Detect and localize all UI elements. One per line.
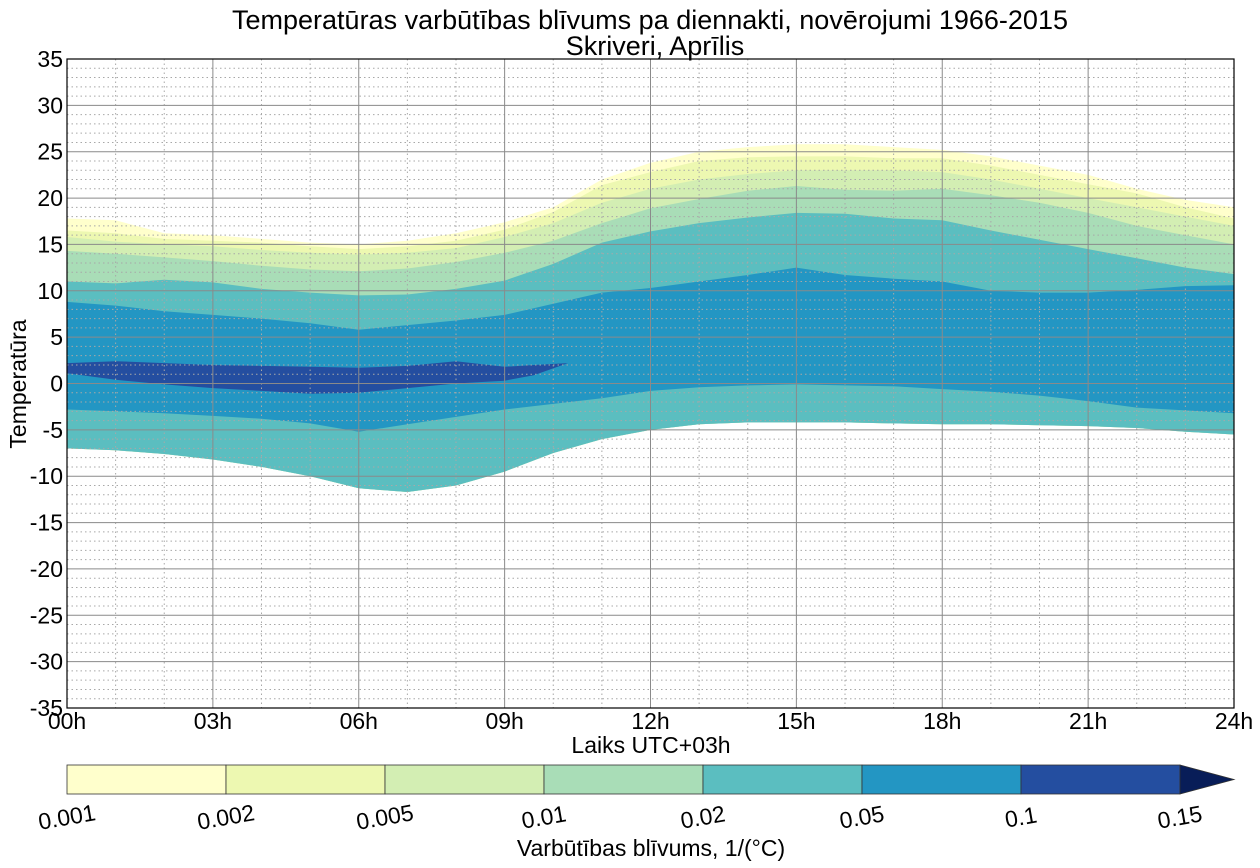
y-tick-label: -30 bbox=[30, 649, 63, 675]
chart-title: Temperatūras varbūtības blīvums pa dienn… bbox=[232, 5, 1068, 35]
colorbar-tick-label: 0.02 bbox=[679, 800, 728, 833]
y-tick-label: -35 bbox=[30, 695, 63, 721]
x-tick-label: 00h bbox=[48, 708, 86, 734]
y-tick-label: 25 bbox=[37, 139, 63, 165]
colorbar-tick-label: 0.01 bbox=[520, 800, 569, 833]
chart-subtitle: Skriveri, Aprīlis bbox=[566, 31, 745, 61]
x-tick-label: 18h bbox=[923, 708, 961, 734]
y-tick-label: 15 bbox=[37, 231, 63, 257]
y-tick-label: 20 bbox=[37, 185, 63, 211]
y-tick-label: 0 bbox=[50, 371, 63, 397]
y-tick-label: 35 bbox=[37, 46, 63, 72]
y-tick-label: -25 bbox=[30, 602, 63, 628]
plot-frame bbox=[66, 58, 1235, 709]
colorbar-tick-label: 0.05 bbox=[838, 800, 887, 833]
y-tick-label: -10 bbox=[30, 463, 63, 489]
colorbar-tick-label: 0.001 bbox=[36, 799, 97, 835]
y-tick-label: 5 bbox=[50, 324, 63, 350]
x-tick-label: 15h bbox=[777, 708, 815, 734]
x-tick-label: 09h bbox=[485, 708, 523, 734]
colorbar-extend-arrow bbox=[1179, 764, 1236, 795]
y-tick-label: 30 bbox=[37, 92, 63, 118]
colorbar-tick-label: 0.005 bbox=[354, 799, 415, 835]
colorbar-segment bbox=[1020, 764, 1181, 795]
y-tick-label: -15 bbox=[30, 510, 63, 536]
colorbar-segment bbox=[543, 764, 704, 795]
y-tick-label: 10 bbox=[37, 278, 63, 304]
x-tick-label: 12h bbox=[631, 708, 669, 734]
x-axis-label: Laiks UTC+03h bbox=[571, 732, 730, 758]
colorbar-tick-label: 0.1 bbox=[1003, 801, 1039, 832]
colorbar-segment bbox=[66, 764, 227, 795]
colorbar-label: Varbūtības blīvums, 1/(°C) bbox=[517, 835, 785, 861]
y-tick-label: -20 bbox=[30, 556, 63, 582]
colorbar-tick-label: 0.002 bbox=[195, 799, 256, 835]
y-tick-label: -5 bbox=[43, 417, 63, 443]
x-tick-label: 24h bbox=[1215, 708, 1253, 734]
x-tick-label: 03h bbox=[194, 708, 232, 734]
colorbar-segment bbox=[861, 764, 1022, 795]
x-tick-label: 06h bbox=[340, 708, 378, 734]
axis-ticks: 00h 03h 06h 09h 12h 15h 18h 21h 24h 35 30 25 20 15 10 5… bbox=[30, 46, 1253, 734]
colorbar-segment bbox=[225, 764, 386, 795]
colorbar-segment bbox=[702, 764, 863, 795]
y-axis-label: Temperatūra bbox=[5, 319, 31, 448]
colorbar: 0.001 0.002 0.005 0.01 0.02 0.05 0.1 0.15 bbox=[36, 764, 1236, 835]
colorbar-segment bbox=[384, 764, 545, 795]
colorbar-tick-label: 0.15 bbox=[1156, 800, 1205, 833]
major-grid bbox=[67, 59, 1234, 708]
contour-band-0.1 bbox=[67, 361, 568, 394]
x-tick-label: 21h bbox=[1069, 708, 1107, 734]
